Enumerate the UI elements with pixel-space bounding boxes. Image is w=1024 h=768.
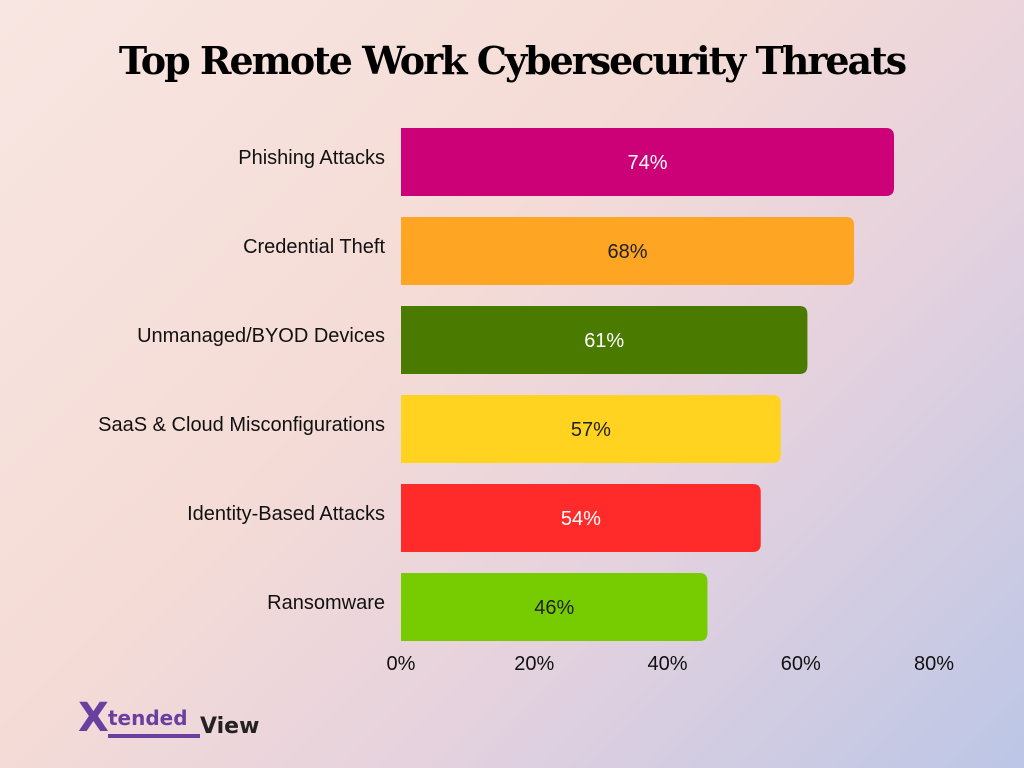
bar (401, 217, 855, 285)
x-tick-label: 60% (781, 653, 821, 675)
category-label: Identity-Based Attacks (187, 503, 385, 525)
bar (401, 484, 761, 552)
chart-title: Top Remote Work Cybersecurity Threats (118, 38, 907, 83)
logo-text-view: View (200, 714, 260, 739)
x-tick-label: 20% (514, 653, 554, 675)
bar-value-label: 61% (584, 330, 624, 352)
category-label: Phishing Attacks (238, 147, 385, 169)
bar-value-label: 74% (627, 152, 667, 174)
bar (401, 128, 895, 196)
bar (401, 395, 781, 463)
logo-x-mark: X (78, 695, 109, 741)
bar (401, 573, 708, 641)
logo-text-tended: tended (108, 706, 188, 730)
category-label: Ransomware (267, 592, 385, 614)
bar-value-label: 57% (571, 419, 611, 441)
category-label: Unmanaged/BYOD Devices (137, 325, 385, 347)
logo-underline (108, 734, 200, 738)
bar-value-label: 46% (534, 597, 574, 619)
category-label: Credential Theft (243, 236, 385, 258)
category-label: SaaS & Cloud Misconfigurations (98, 414, 385, 436)
x-tick-label: 80% (914, 653, 954, 675)
x-tick-label: 0% (387, 653, 416, 675)
bar (401, 306, 808, 374)
bar-value-label: 54% (561, 508, 601, 530)
x-tick-label: 40% (647, 653, 687, 675)
xtendedview-logo: X tended View (78, 696, 268, 744)
bar-value-label: 68% (608, 241, 648, 263)
bar-chart: 74% Phishing Attacks 68% Credential Theft 61… (98, 128, 954, 675)
